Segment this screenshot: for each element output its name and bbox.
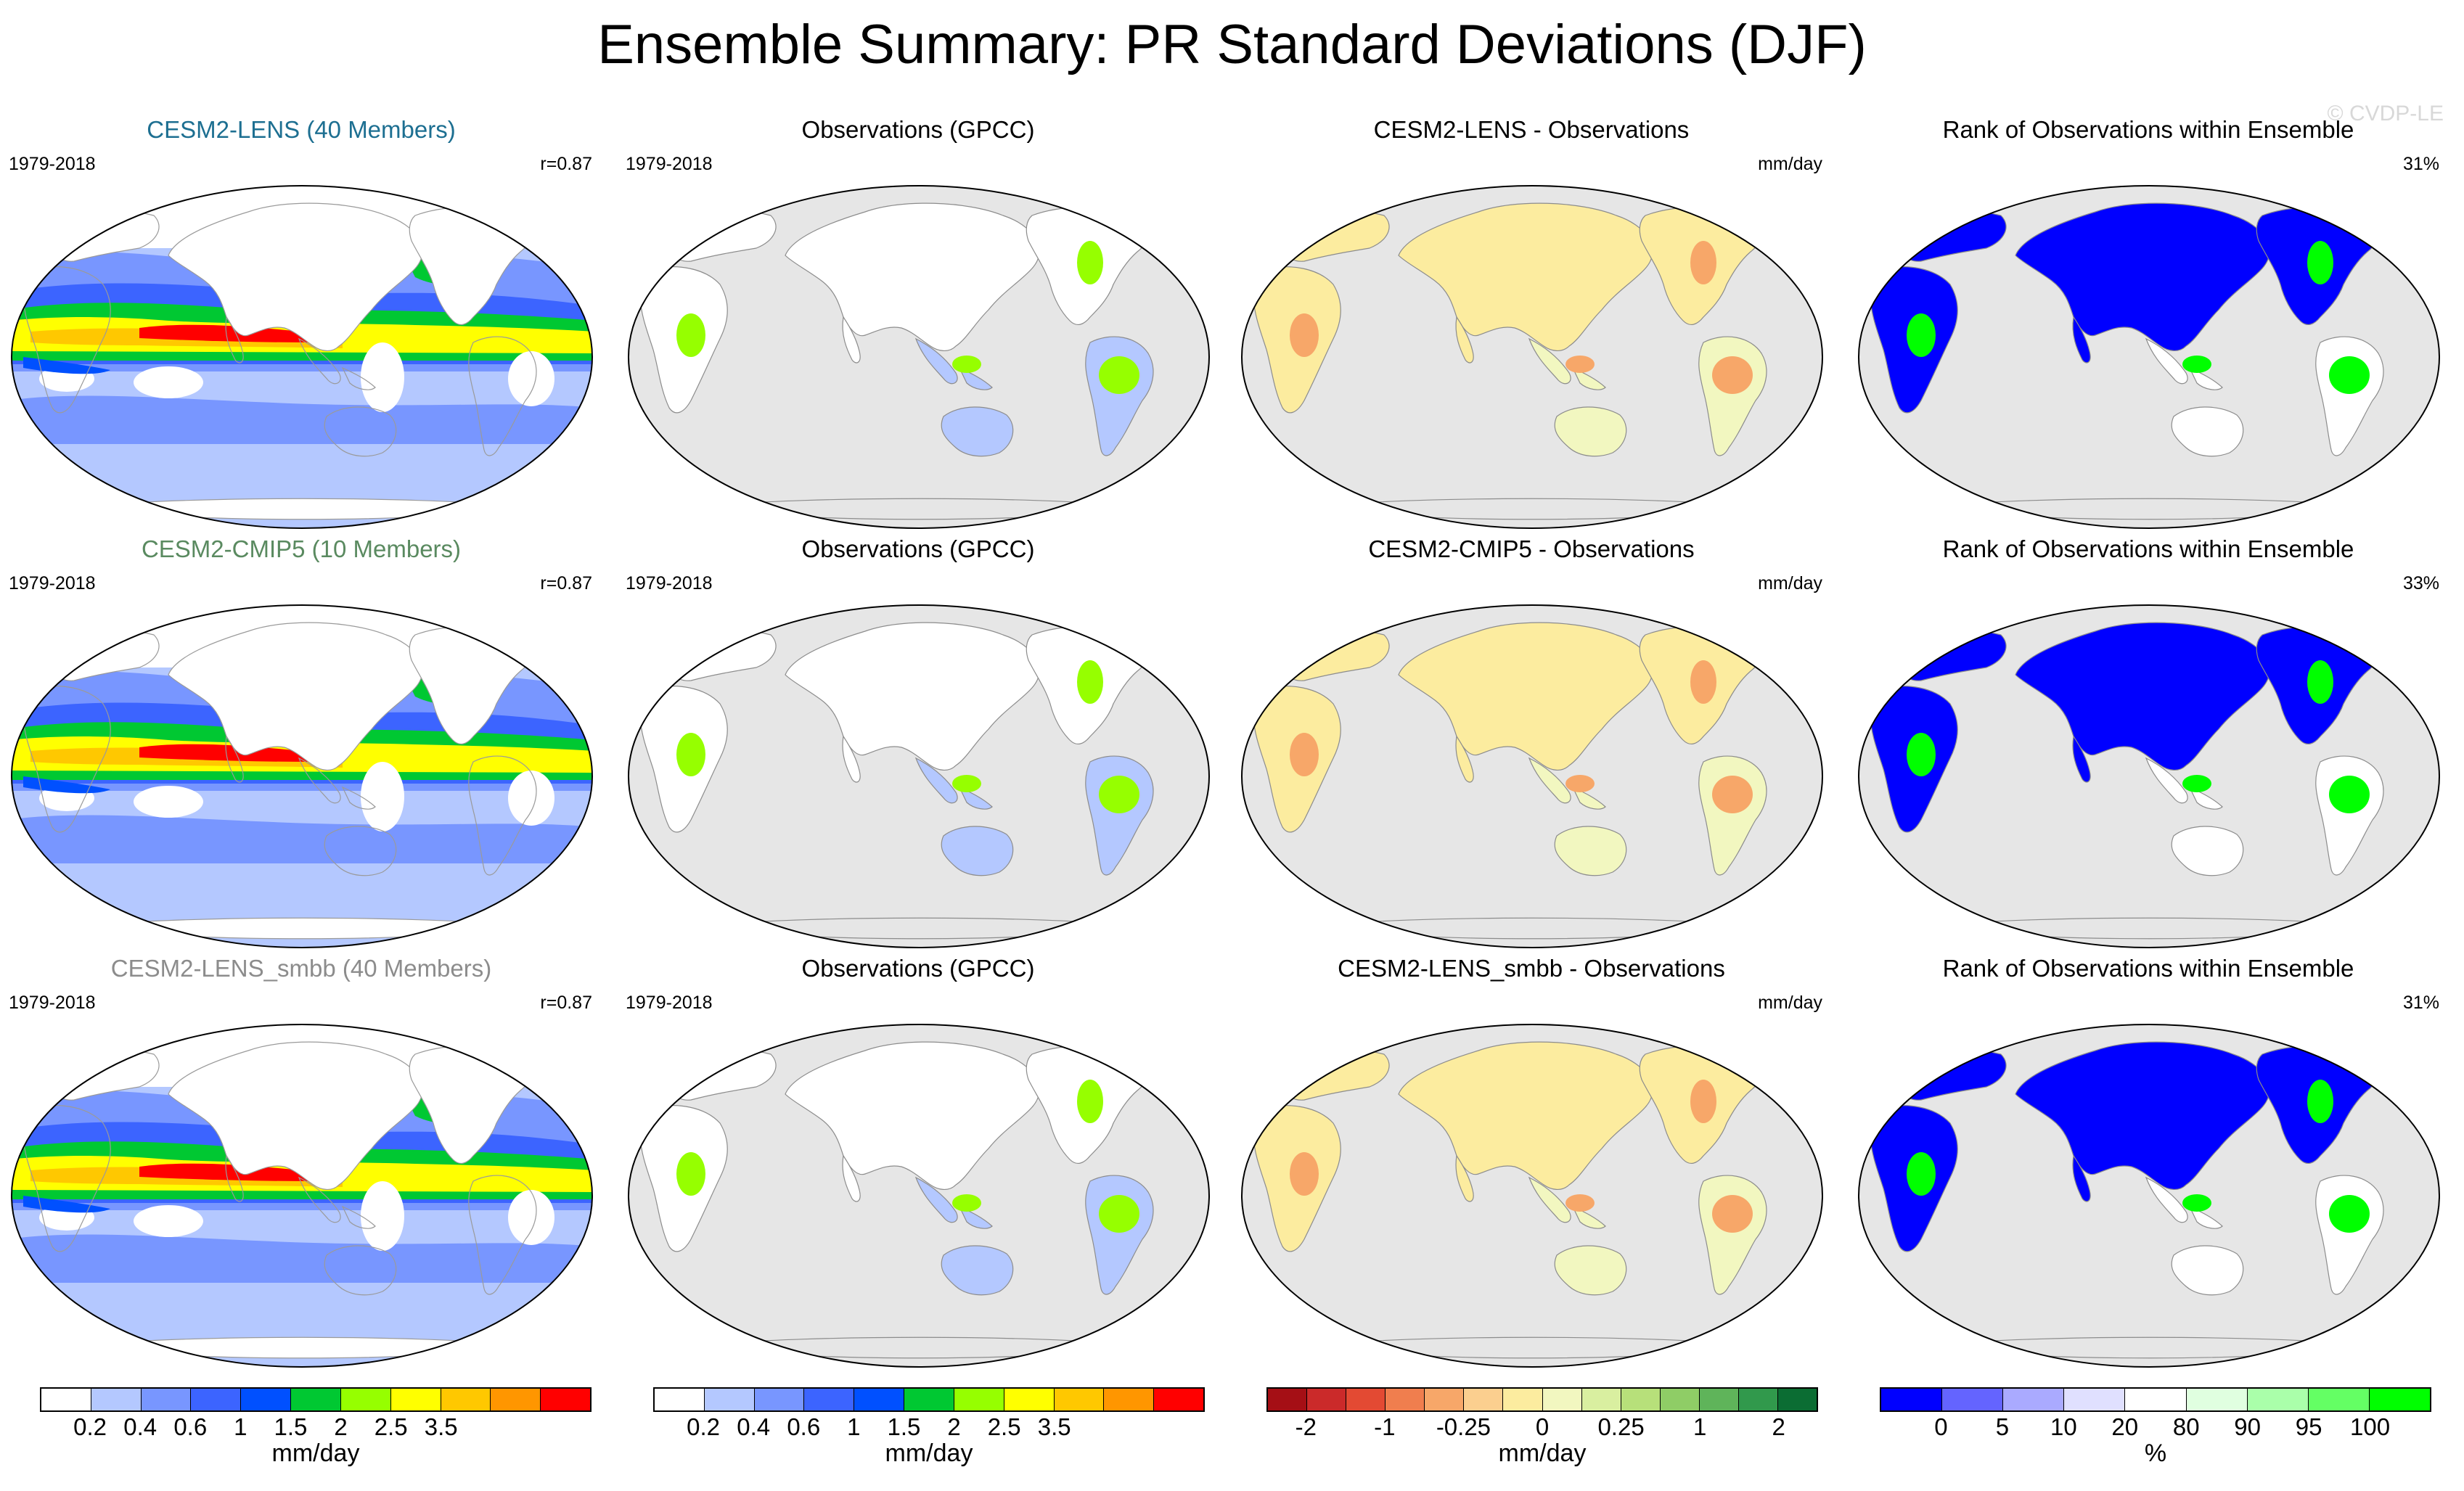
panel-title: Rank of Observations within Ensemble (1942, 535, 2354, 562)
colorbar-units: % (2144, 1439, 2167, 1467)
colorbar-tick-label: 0.6 (787, 1413, 821, 1440)
colorbar-tick-label: 1 (847, 1413, 861, 1440)
world-map (628, 604, 1210, 948)
world-map (1858, 185, 2440, 529)
colorbar-units: mm/day (885, 1439, 973, 1467)
panel-title: Rank of Observations within Ensemble (1942, 955, 2354, 982)
colorbar-swatches (1880, 1387, 2431, 1412)
colorbar-4: 0 5 10 20 80 90 95 100% (1880, 1387, 2431, 1468)
colorbar-tick-label: 2.5 (987, 1413, 1021, 1440)
period-label: 1979-2018 (626, 573, 713, 593)
watermark: © CVDP-LE (2327, 102, 2444, 126)
panel-rank-row2: Rank of Observations within Ensemble 33% (1847, 535, 2449, 953)
panel-title: CESM2-CMIP5 - Observations (1368, 535, 1695, 562)
panel-model-row2: CESM2-CMIP5 (10 Members) 1979-2018 r=0.87 (0, 535, 602, 953)
period-label: 1979-2018 (9, 154, 96, 174)
units-label: mm/day (1758, 993, 1822, 1013)
rank-percent-label: 33% (2402, 573, 2439, 593)
colorbar-tick-label: 10 (2050, 1413, 2077, 1440)
colorbar-tick-label: 1 (1693, 1413, 1707, 1440)
colorbar-tick-label: 3.5 (424, 1413, 458, 1440)
colorbar-tick-label: 0.4 (123, 1413, 157, 1440)
colorbar-tick-label: 0 (1934, 1413, 1948, 1440)
panel-title: CESM2-LENS_smbb (40 Members) (110, 955, 492, 982)
world-map (11, 185, 593, 529)
colorbar-tick-label: 0.2 (687, 1413, 721, 1440)
colorbar-tick-label: 0.4 (737, 1413, 771, 1440)
colorbar-units: mm/day (1498, 1439, 1587, 1467)
panel-title: CESM2-LENS_smbb - Observations (1338, 955, 1725, 982)
colorbar-tick-label: 90 (2234, 1413, 2262, 1440)
colorbar-tick-label: 95 (2295, 1413, 2322, 1440)
world-map (1241, 185, 1823, 529)
panel-diff-row3: CESM2-LENS_smbb - Observations mm/day (1230, 955, 1833, 1372)
period-label: 1979-2018 (626, 154, 713, 174)
colorbar-tick-label: 100 (2350, 1413, 2391, 1440)
colorbar-tick-label: 0.2 (73, 1413, 107, 1440)
world-map (628, 185, 1210, 529)
world-map (11, 1024, 593, 1368)
pattern-correlation-label: r=0.87 (540, 154, 592, 174)
world-map (1858, 604, 2440, 948)
colorbar-tick-label: 0.25 (1597, 1413, 1645, 1440)
colorbar-tick-label: 1.5 (274, 1413, 308, 1440)
panel-title: Rank of Observations within Ensemble (1942, 116, 2354, 143)
colorbar-tick-label: 3.5 (1037, 1413, 1071, 1440)
colorbar-swatches (653, 1387, 1205, 1412)
colorbar-swatches (40, 1387, 592, 1412)
units-label: mm/day (1758, 573, 1822, 593)
colorbar-tick-label: -1 (1374, 1413, 1396, 1440)
period-label: 1979-2018 (9, 993, 96, 1013)
panel-title: CESM2-LENS (40 Members) (147, 116, 456, 143)
figure-title: Ensemble Summary: PR Standard Deviations… (597, 14, 1867, 75)
colorbar-tick-label: 1 (234, 1413, 247, 1440)
pattern-correlation-label: r=0.87 (540, 573, 592, 593)
colorbar-units: mm/day (271, 1439, 360, 1467)
colorbar-tick-label: 0 (1535, 1413, 1550, 1440)
panel-rank-row3: Rank of Observations within Ensemble 31% (1847, 955, 2449, 1372)
pattern-correlation-label: r=0.87 (540, 993, 592, 1013)
colorbar-tick-label: -2 (1295, 1413, 1317, 1440)
rank-percent-label: 31% (2402, 993, 2439, 1013)
colorbar-tick-label: -0.25 (1436, 1413, 1491, 1440)
units-label: mm/day (1758, 154, 1822, 174)
panel-title: Observations (GPCC) (801, 535, 1035, 562)
panel-obs-row1: Observations (GPCC) 1979-2018 (617, 116, 1219, 533)
colorbar-2: 0.2 0.4 0.6 1 1.5 2 2.5 3.5 mm/day (653, 1387, 1205, 1468)
panel-diff-row1: CESM2-LENS - Observations mm/day (1230, 116, 1833, 533)
world-map (11, 604, 593, 948)
world-map (1241, 1024, 1823, 1368)
colorbar-1: 0.2 0.4 0.6 1 1.5 2 2.5 3.5 mm/day (40, 1387, 592, 1468)
colorbar-tick-label: 2 (334, 1413, 348, 1440)
period-label: 1979-2018 (626, 993, 713, 1013)
colorbar-tick-label: 5 (1995, 1413, 2010, 1440)
panel-diff-row2: CESM2-CMIP5 - Observations mm/day (1230, 535, 1833, 953)
panel-title: Observations (GPCC) (801, 116, 1035, 143)
panel-title: CESM2-CMIP5 (10 Members) (141, 535, 462, 562)
panel-obs-row2: Observations (GPCC) 1979-2018 (617, 535, 1219, 953)
colorbar-tick-label: 2 (947, 1413, 961, 1440)
panel-obs-row3: Observations (GPCC) 1979-2018 (617, 955, 1219, 1372)
colorbar-tick-label: 0.6 (173, 1413, 208, 1440)
colorbar-tick-label: 80 (2172, 1413, 2200, 1440)
colorbar-tick-label: 2.5 (374, 1413, 408, 1440)
colorbar-tick-label: 20 (2111, 1413, 2139, 1440)
panel-model-row3: CESM2-LENS_smbb (40 Members) 1979-2018 r=0… (0, 955, 602, 1372)
panel-title: CESM2-LENS - Observations (1373, 116, 1690, 143)
colorbar-tick-label: 2 (1772, 1413, 1785, 1440)
colorbar-tick-label: 1.5 (887, 1413, 921, 1440)
colorbar-swatches (1266, 1387, 1818, 1412)
period-label: 1979-2018 (9, 573, 96, 593)
world-map (1858, 1024, 2440, 1368)
panel-model-row1: CESM2-LENS (40 Members) 1979-2018 r=0.87 (0, 116, 602, 533)
world-map (628, 1024, 1210, 1368)
panel-rank-row1: Rank of Observations within Ensemble 31% (1847, 116, 2449, 533)
world-map (1241, 604, 1823, 948)
colorbar-3: -2 -1 -0.25 0 0.25 1 2 mm/day (1266, 1387, 1818, 1468)
panel-title: Observations (GPCC) (801, 955, 1035, 982)
rank-percent-label: 31% (2402, 154, 2439, 174)
